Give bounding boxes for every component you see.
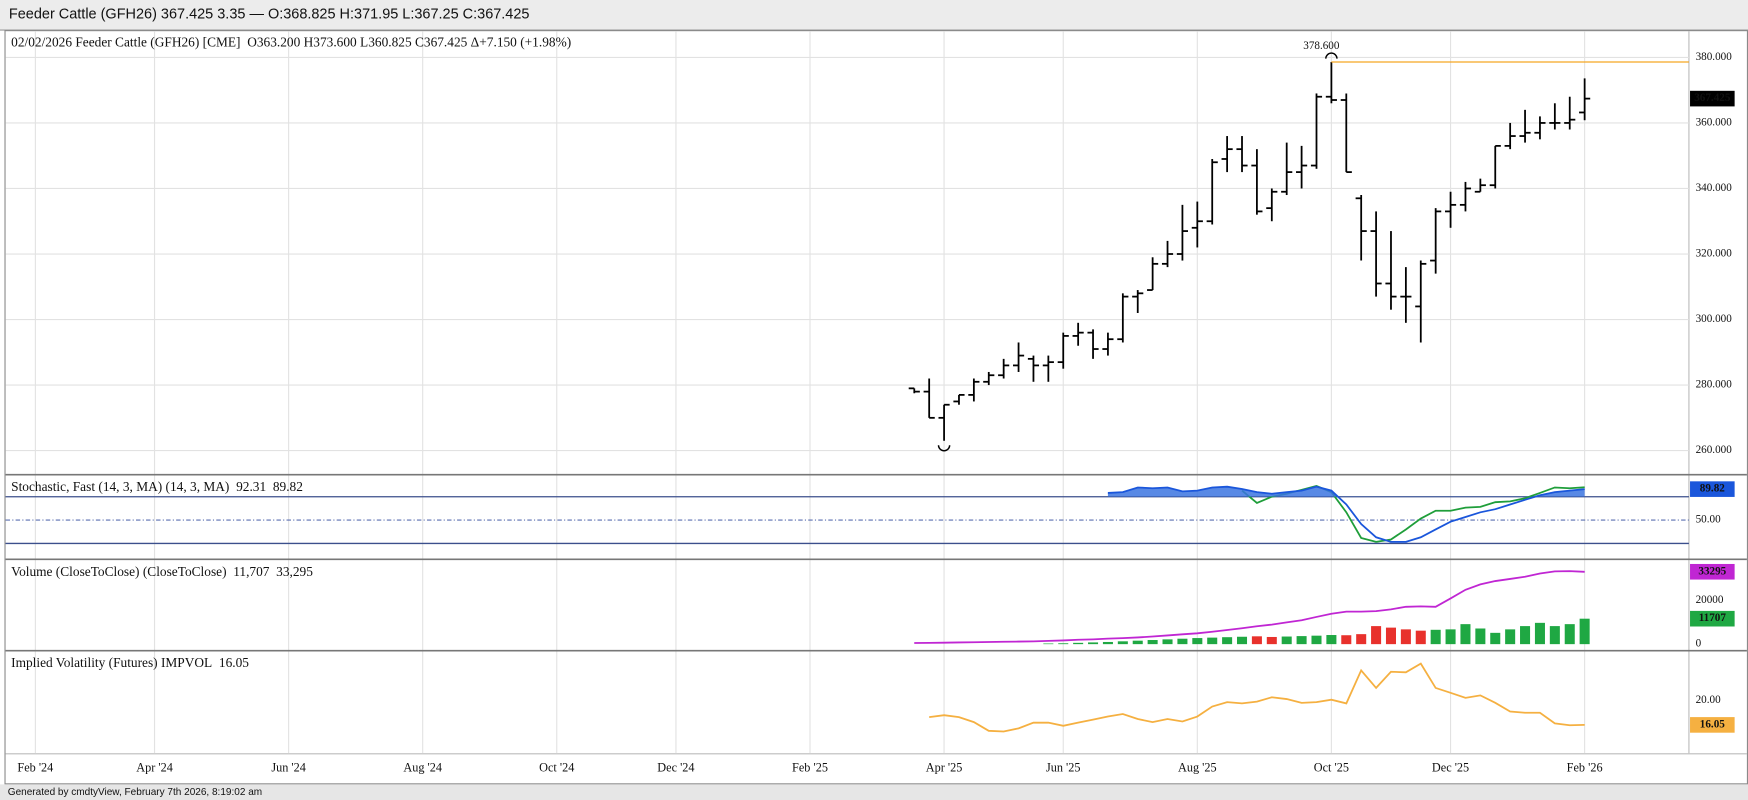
volume-bar [1236, 636, 1248, 645]
x-tick-label: Feb '26 [1567, 761, 1603, 775]
volume-bar [1251, 636, 1262, 645]
volume-bar [1073, 642, 1084, 645]
value-box-label: 16.05 [1700, 718, 1725, 730]
value-box-label: 367.425 [1694, 92, 1731, 104]
y-tick-label: 300.000 [1696, 313, 1733, 325]
volume-bar [1579, 618, 1590, 645]
value-box [1690, 90, 1735, 107]
volume-bar [1192, 638, 1203, 645]
volume-bar [1043, 643, 1054, 645]
panel-title: 02/02/2026 Feeder Cattle (GFH26) [CME] [11, 35, 240, 50]
volume-bar [1102, 641, 1113, 645]
max-label: 378.600 [1303, 40, 1340, 52]
value-box [1690, 717, 1735, 733]
legend-value: 92.31 [236, 479, 266, 494]
legend-value: 16.05 [219, 655, 249, 670]
y-tick-label: 280.000 [1696, 379, 1733, 391]
series-line [1107, 485, 1585, 543]
band-fill-area [1107, 486, 1585, 497]
x-tick-label: Oct '24 [539, 761, 574, 775]
x-tick-label: Oct '25 [1314, 761, 1349, 775]
volume-bar [1549, 626, 1560, 645]
footer-text: Generated by cmdtyView, February 7th 202… [8, 787, 262, 798]
legend-value: 89.82 [273, 479, 303, 494]
volume-bar [1520, 626, 1531, 645]
x-tick-label: Jun '24 [271, 761, 306, 775]
volume-bar [1222, 637, 1233, 645]
header-text: Feeder Cattle (GFH26) 367.425 3.35 — O:3… [9, 6, 530, 22]
x-tick-label: Apr '25 [926, 761, 963, 775]
y-tick-label: 320.000 [1696, 248, 1733, 260]
x-tick-label: Aug '25 [1178, 761, 1217, 775]
x-tick-label: Dec '25 [1432, 761, 1469, 775]
volume-bar [1177, 638, 1188, 645]
volume-bar [1564, 624, 1575, 645]
high-marker [1325, 52, 1338, 59]
x-tick-label: Dec '24 [657, 761, 694, 775]
value-box-label: 33295 [1698, 565, 1726, 577]
volume-bar [1326, 635, 1337, 645]
volume-bar [1311, 635, 1322, 645]
volume-bar [1490, 632, 1501, 645]
volume-bar [1460, 624, 1471, 645]
value-box-label: 11707 [1699, 612, 1727, 624]
value-box [1690, 563, 1735, 580]
y-tick-label: 380.000 [1696, 51, 1733, 63]
volume-bar [1147, 640, 1158, 645]
series-line [914, 570, 1585, 644]
volume-bar [1117, 641, 1128, 645]
volume-bar [1371, 626, 1382, 645]
x-tick-label: Feb '25 [792, 761, 828, 775]
volume-bar [1266, 636, 1277, 645]
x-tick-label: Jun '25 [1046, 761, 1081, 775]
panel-subtitle: O363.200 H373.600 L360.825 C367.425 Δ+7.… [247, 35, 571, 50]
volume-bar [1385, 627, 1396, 645]
volume-bar [1162, 639, 1173, 645]
x-tick-label: Apr '24 [136, 761, 173, 775]
low-marker [937, 445, 951, 452]
volume-bar [1341, 635, 1352, 645]
volume-bar [1356, 634, 1367, 645]
volume-bar [1400, 629, 1411, 645]
value-box-label: 89.82 [1700, 483, 1725, 495]
series-line [929, 662, 1585, 733]
panel-title: Implied Volatility (Futures) IMPVOL [11, 655, 212, 670]
legend-value: 33,295 [276, 564, 313, 579]
volume-bar [1058, 643, 1069, 645]
value-box [1690, 481, 1735, 497]
value-box [1690, 610, 1735, 627]
volume-bar [1132, 640, 1143, 645]
header-bar [0, 0, 1748, 31]
volume-bar [1296, 636, 1307, 645]
y-tick-label: 340.000 [1696, 182, 1733, 194]
y-tick-label: 260.000 [1696, 444, 1733, 456]
y-tick-label: 20000 [1696, 594, 1724, 606]
legend-value: 11,707 [233, 564, 270, 579]
y-tick-label: 360.000 [1696, 117, 1733, 129]
chart-frame [4, 30, 1748, 785]
volume-bar [1534, 622, 1545, 645]
volume-bar [1475, 628, 1486, 645]
volume-bar [1430, 629, 1441, 645]
y-tick-label: 50.00 [1696, 514, 1721, 526]
volume-bar [1445, 629, 1456, 645]
volume-bar [1505, 629, 1516, 645]
y-tick-label: 20.00 [1696, 694, 1721, 706]
volume-bar [1207, 637, 1218, 645]
x-tick-label: Aug '24 [403, 761, 442, 775]
panel-title: Stochastic, Fast (14, 3, MA) (14, 3, MA) [11, 479, 229, 494]
volume-bar [1415, 630, 1426, 645]
volume-bar [1088, 642, 1099, 645]
volume-bar [1281, 636, 1292, 645]
x-tick-label: Feb '24 [17, 761, 53, 775]
panel-title: Volume (CloseToClose) (CloseToClose) [11, 564, 226, 579]
footer-bar [0, 784, 1748, 800]
y-tick-label: 0 [1696, 638, 1702, 650]
